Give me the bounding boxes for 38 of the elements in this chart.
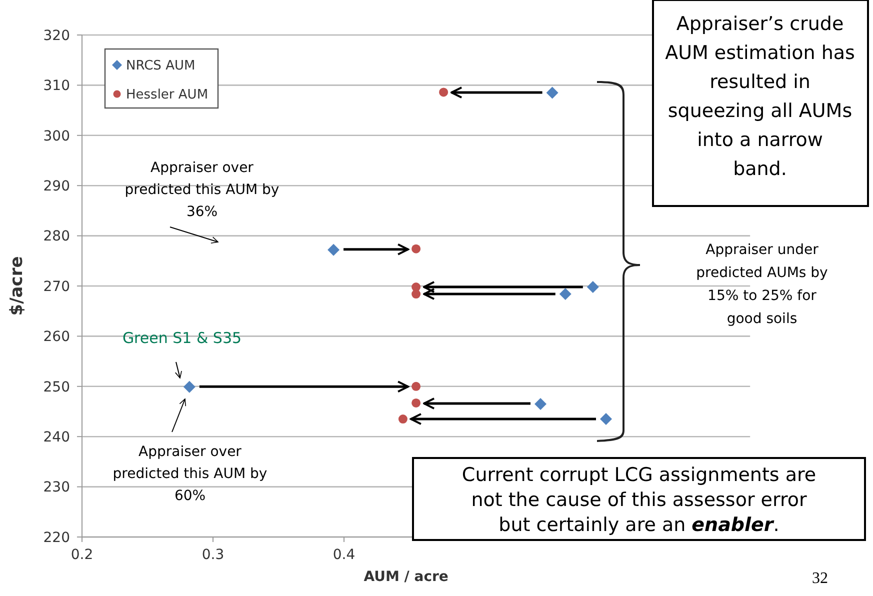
annotation: Appraiser over predicted this AUM by 36%: [124, 160, 280, 220]
point: [412, 398, 421, 408]
y-tick-label: 260: [43, 329, 70, 346]
y-tick-label: 310: [43, 78, 70, 94]
point: [398, 414, 408, 424]
y-tick-label: 300: [43, 128, 70, 144]
point: [534, 398, 546, 410]
legend-label: Hessler AUM: [126, 88, 208, 103]
y-tick-label: 270: [43, 278, 70, 295]
text: 32: [812, 570, 828, 587]
annotation: Appraiser under predicted AUMs by 15% to 25% for good soils: [696, 242, 828, 327]
point: [183, 380, 196, 393]
point: [412, 382, 421, 391]
legend-label: NRCS AUM: [126, 58, 196, 74]
x-tick-label: 0.3: [202, 547, 224, 563]
point: [439, 88, 448, 97]
point: [328, 244, 340, 256]
y-tick-label: 220: [43, 530, 70, 546]
x-axis-title: AUM / acre: [364, 569, 448, 585]
y-tick-label: 250: [43, 379, 70, 396]
y-tick-label: 320: [43, 28, 70, 44]
x-tick-label: 0.2: [70, 547, 94, 563]
annotation: Green S1 & S35: [122, 329, 242, 347]
y-tick-label: 290: [43, 178, 70, 194]
annotation: Appraiser’s crude AUM estimation has resulted in squeezing all AUMs into a narrow band.: [665, 13, 855, 180]
y-tick-label: 240: [43, 430, 70, 446]
point: [600, 413, 612, 426]
point: [586, 281, 599, 294]
x-tick-label: 0.4: [332, 547, 356, 563]
y-tick-label: 230: [43, 480, 70, 496]
point: [412, 290, 421, 299]
y-axis-title: $/acre: [7, 256, 27, 316]
point: [412, 244, 421, 254]
annotation: Current corrupt LCG assignments are not the cause of this assessor error but certainly are an enabler.: [462, 464, 816, 536]
y-tick-label: 280: [43, 228, 70, 245]
annotation: Appraiser over predicted this AUM by 60%: [112, 444, 268, 504]
point: [559, 288, 572, 300]
point: [546, 86, 558, 99]
